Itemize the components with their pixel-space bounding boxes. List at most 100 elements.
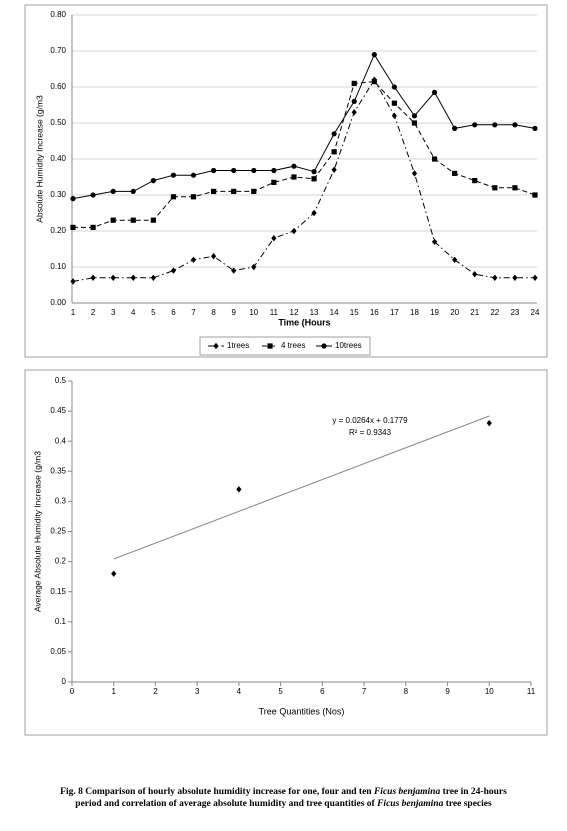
x-tick-label: 15: [350, 308, 359, 317]
x-tick-label: 1: [71, 308, 76, 317]
caption-text: tree in 24-hours: [440, 787, 507, 797]
x-tick-label: 2: [153, 687, 158, 696]
x-tick-label: 9: [445, 687, 450, 696]
legend-marker: [213, 342, 219, 350]
x-tick-label: 3: [195, 687, 200, 696]
x-tick-label: 10: [249, 308, 258, 317]
legend-label: 1trees: [227, 341, 249, 350]
marker: [130, 188, 136, 194]
marker: [331, 166, 337, 173]
caption-text: tree species: [443, 799, 492, 809]
marker: [391, 112, 397, 119]
y-tick-label: 0.30: [50, 190, 66, 199]
legend-marker: [321, 343, 327, 349]
marker: [271, 179, 277, 185]
marker: [411, 170, 418, 177]
marker: [190, 172, 197, 178]
figure: Absolute Humidity Increase (g/m3 Time (Ho…: [24, 4, 548, 736]
marker: [236, 486, 242, 493]
x-tick-label: 4: [131, 308, 136, 317]
marker: [472, 271, 478, 278]
marker: [472, 178, 478, 184]
marker: [291, 163, 297, 169]
marker: [90, 224, 96, 230]
marker: [411, 120, 418, 126]
y-tick-label: 0.2: [55, 557, 67, 566]
marker: [532, 274, 538, 281]
marker: [391, 100, 397, 106]
caption-text: Ficus benjamina: [377, 799, 444, 809]
marker: [351, 80, 357, 86]
x-axis-title: Tree Quantities (Nos): [259, 706, 345, 716]
marker: [170, 194, 177, 200]
x-tick-label: 21: [470, 308, 479, 317]
y-tick-label: 0.45: [50, 406, 66, 415]
marker: [291, 227, 297, 235]
x-tick-label: 11: [527, 687, 536, 696]
marker: [291, 174, 297, 180]
marker: [472, 122, 478, 128]
x-tick-label: 18: [410, 308, 419, 317]
marker: [271, 167, 277, 174]
marker: [452, 125, 458, 131]
x-tick-label: 2: [91, 308, 96, 317]
marker: [211, 253, 217, 260]
x-tick-label: 17: [390, 308, 399, 317]
y-tick-label: 0.35: [50, 466, 66, 475]
x-tick-label: 10: [485, 687, 494, 696]
marker: [110, 188, 116, 194]
marker: [110, 274, 116, 281]
marker: [190, 256, 197, 263]
x-tick-label: 19: [430, 308, 439, 317]
series-line: [72, 78, 535, 282]
x-tick-label: 0: [70, 687, 75, 696]
x-tick-label: 5: [278, 687, 283, 696]
marker: [130, 217, 136, 223]
marker: [391, 84, 397, 90]
caption-line: period and correlation of average absolu…: [0, 798, 567, 810]
y-tick-label: 0.00: [50, 298, 66, 307]
x-tick-label: 3: [111, 308, 116, 317]
marker: [411, 113, 418, 119]
x-tick-label: 4: [237, 687, 242, 696]
y-tick-label: 0.1: [55, 617, 67, 626]
marker: [231, 167, 237, 174]
trend-r2: R² = 0.9343: [349, 428, 392, 437]
x-tick-label: 5: [151, 308, 156, 317]
y-tick-label: 0: [62, 677, 67, 686]
y-tick-label: 0.3: [55, 497, 67, 506]
marker: [486, 419, 492, 427]
x-tick-label: 12: [290, 308, 299, 317]
marker: [452, 256, 458, 263]
marker: [90, 192, 96, 198]
marker: [211, 167, 217, 174]
series-line: [73, 81, 536, 228]
trendline: [113, 415, 490, 560]
y-tick-label: 0.4: [55, 436, 67, 445]
y-axis-title: Absolute Humidity Increase (g/m3: [34, 95, 44, 223]
y-tick-label: 0.10: [50, 262, 66, 271]
marker: [431, 238, 438, 245]
marker: [251, 263, 257, 271]
x-tick-label: 7: [191, 308, 196, 317]
marker: [70, 278, 76, 285]
marker: [371, 79, 377, 85]
marker: [431, 89, 438, 95]
marker: [231, 267, 237, 274]
marker: [70, 224, 76, 230]
y-tick-label: 0.05: [50, 647, 66, 656]
marker: [512, 122, 518, 128]
x-tick-label: 24: [531, 308, 540, 317]
x-tick-label: 14: [330, 308, 339, 317]
x-tick-label: 6: [171, 308, 176, 317]
x-tick-label: 11: [270, 308, 279, 317]
marker: [170, 172, 177, 178]
caption-text: Ficus benjamina: [373, 787, 441, 797]
marker: [452, 170, 458, 176]
marker: [492, 274, 498, 281]
marker: [512, 274, 518, 281]
y-tick-label: 0.80: [50, 10, 66, 19]
y-tick-label: 0.60: [50, 82, 66, 91]
caption-text: Fig. 8 Comparison of hourly absolute hum…: [60, 787, 374, 797]
